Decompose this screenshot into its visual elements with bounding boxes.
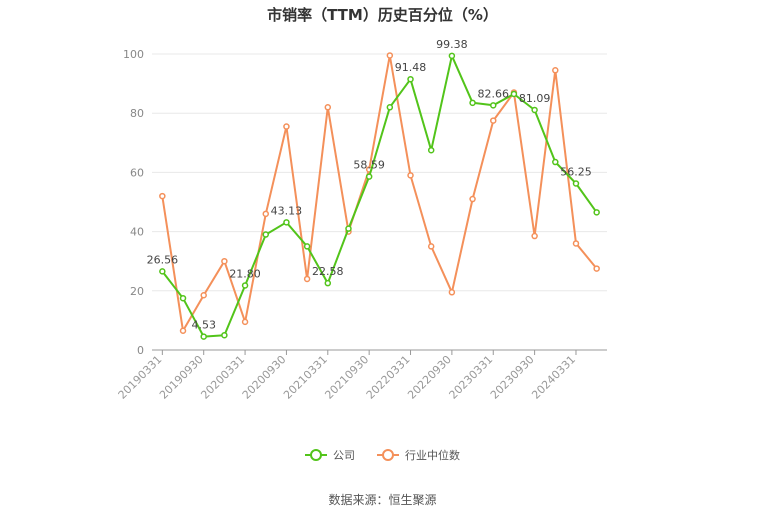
x-tick-label: 20190331	[116, 353, 165, 402]
data-label: 4.53	[191, 319, 216, 332]
y-tick-label: 80	[130, 107, 144, 120]
legend: 公司 行业中位数	[0, 447, 765, 463]
x-tick-label: 20220331	[364, 353, 413, 402]
data-point	[448, 52, 456, 60]
x-tick-label: 20230930	[488, 353, 537, 402]
data-point	[427, 243, 435, 250]
data-point	[200, 333, 207, 340]
grid-lines	[152, 53, 607, 292]
data-point	[510, 90, 518, 98]
series-layer	[159, 52, 600, 340]
data-point	[593, 265, 600, 272]
y-tick-label: 20	[130, 285, 144, 298]
data-label: 21.80	[229, 267, 261, 280]
data-point	[572, 240, 580, 247]
data-point	[283, 219, 290, 226]
x-tick-label: 20240331	[529, 353, 578, 402]
legend-industry-label: 行业中位数	[405, 449, 460, 462]
data-point	[241, 282, 249, 289]
data-point	[572, 180, 580, 187]
data-label: 91.48	[395, 61, 427, 74]
legend-company-label: 公司	[333, 449, 355, 462]
data-labels: 26.56 4.53 21.80 43.13 22.58 58.59 91.48 99.38 8…	[147, 38, 592, 332]
data-point	[407, 172, 414, 179]
series-line	[161, 54, 598, 332]
y-tick-label: 40	[130, 226, 144, 239]
data-label: 58.59	[353, 159, 385, 172]
data-point	[159, 192, 166, 200]
data-label: 81.09	[519, 92, 551, 105]
data-point	[386, 104, 394, 111]
data-point	[552, 158, 559, 166]
data-point	[593, 209, 600, 216]
data-point	[159, 268, 166, 275]
x-axis: 2019033120190930202003312020093020210331…	[116, 349, 607, 402]
legend-item-industry-median[interactable]: 行业中位数	[377, 447, 460, 463]
x-tick-label: 20220930	[405, 353, 454, 402]
y-tick-label: 0	[137, 344, 144, 357]
data-point	[179, 294, 187, 302]
legend-item-company[interactable]: 公司	[305, 447, 355, 463]
x-tick-label: 20200331	[198, 353, 247, 402]
y-tick-label: 60	[130, 166, 144, 179]
data-point	[303, 243, 311, 250]
data-point	[469, 195, 476, 203]
data-point	[365, 173, 373, 180]
data-point	[531, 106, 538, 114]
data-point	[283, 123, 290, 130]
data-source: 数据来源：恒生聚源	[328, 493, 437, 507]
x-tick-label: 20190930	[157, 353, 206, 402]
data-label: 99.38	[436, 38, 468, 51]
legend-industry-swatch	[377, 449, 399, 461]
data-point	[221, 331, 228, 339]
data-point	[324, 104, 332, 111]
data-point	[262, 210, 269, 218]
data-point	[427, 146, 435, 154]
data-point	[490, 117, 497, 124]
data-label: 82.66	[478, 87, 510, 100]
data-point	[241, 318, 249, 326]
x-tick-label: 20230331	[447, 353, 496, 402]
data-point	[262, 231, 269, 238]
data-point	[303, 275, 311, 283]
data-label: 43.13	[271, 204, 303, 217]
data-point	[221, 257, 228, 265]
x-tick-label: 20210331	[281, 353, 330, 402]
data-point	[448, 289, 456, 296]
data-label: 22.58	[312, 265, 344, 278]
data-point	[386, 52, 394, 59]
data-point	[324, 279, 332, 287]
data-point	[552, 67, 559, 74]
data-point	[490, 102, 497, 109]
data-point	[200, 291, 207, 299]
x-tick-label: 20200930	[240, 353, 289, 402]
legend-company-swatch	[305, 449, 327, 461]
data-point	[179, 327, 187, 335]
data-label: 26.56	[147, 253, 179, 266]
data-point	[531, 232, 538, 240]
data-point	[345, 225, 352, 232]
y-tick-label: 100	[123, 48, 144, 61]
series-line	[161, 54, 598, 338]
chart-title: 市销率（TTM）历史百分位（%）	[267, 6, 498, 24]
data-point	[407, 75, 414, 83]
data-label: 56.25	[560, 166, 592, 179]
x-tick-label: 20210930	[322, 353, 371, 402]
data-point	[469, 99, 476, 107]
y-axis-ticks: 0 20 40 60 80 100	[123, 48, 144, 357]
